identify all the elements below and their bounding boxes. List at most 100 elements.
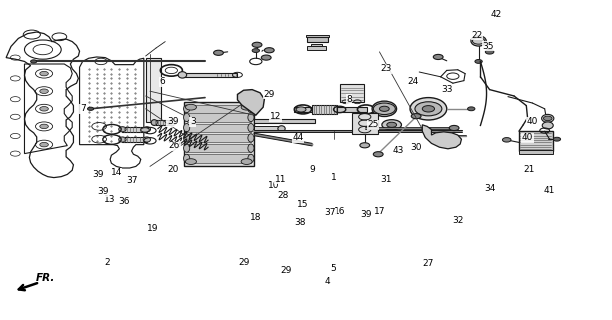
- Text: 29: 29: [238, 258, 249, 267]
- Ellipse shape: [170, 120, 176, 125]
- Circle shape: [141, 128, 149, 132]
- Text: 37: 37: [126, 176, 137, 185]
- Text: 44: 44: [293, 133, 304, 142]
- Bar: [187, 154, 251, 163]
- Text: 31: 31: [380, 175, 391, 184]
- Text: 2: 2: [104, 258, 110, 267]
- Ellipse shape: [471, 36, 486, 46]
- Ellipse shape: [151, 120, 157, 125]
- Ellipse shape: [248, 154, 254, 163]
- Text: 42: 42: [490, 10, 501, 19]
- Circle shape: [468, 107, 475, 111]
- Text: 8: 8: [346, 95, 352, 104]
- Circle shape: [40, 71, 48, 76]
- Ellipse shape: [542, 122, 553, 129]
- Ellipse shape: [119, 127, 126, 132]
- Text: 21: 21: [524, 165, 535, 174]
- Text: 39: 39: [97, 188, 108, 196]
- Ellipse shape: [248, 113, 254, 122]
- Text: 39: 39: [360, 210, 371, 219]
- Text: 32: 32: [452, 216, 463, 225]
- Ellipse shape: [248, 124, 254, 132]
- Circle shape: [433, 54, 443, 60]
- Text: 27: 27: [423, 260, 434, 268]
- Circle shape: [360, 143, 370, 148]
- Circle shape: [241, 159, 252, 164]
- Circle shape: [449, 125, 459, 131]
- Ellipse shape: [184, 124, 190, 132]
- Text: FR.: FR.: [35, 273, 55, 283]
- Circle shape: [185, 159, 196, 164]
- Text: 1: 1: [330, 173, 337, 182]
- Text: 22: 22: [472, 31, 483, 40]
- Ellipse shape: [372, 101, 397, 116]
- Bar: [154, 120, 173, 125]
- Bar: [122, 127, 147, 132]
- Text: 40: 40: [527, 117, 538, 126]
- Ellipse shape: [410, 98, 447, 120]
- Circle shape: [252, 42, 262, 47]
- Circle shape: [214, 50, 223, 55]
- Bar: [311, 44, 322, 46]
- Circle shape: [415, 102, 442, 116]
- Circle shape: [40, 107, 48, 111]
- Text: 16: 16: [334, 207, 345, 216]
- Circle shape: [31, 60, 37, 63]
- Circle shape: [422, 106, 435, 112]
- Circle shape: [296, 107, 306, 112]
- Circle shape: [252, 49, 259, 52]
- Text: 9: 9: [309, 165, 315, 174]
- Text: 24: 24: [408, 77, 419, 86]
- Text: 19: 19: [147, 224, 159, 233]
- Text: 39: 39: [167, 117, 178, 126]
- Text: 10: 10: [269, 181, 280, 190]
- Ellipse shape: [184, 105, 190, 113]
- Text: 5: 5: [330, 264, 337, 273]
- Ellipse shape: [542, 114, 554, 122]
- Circle shape: [373, 103, 395, 115]
- Ellipse shape: [119, 137, 126, 142]
- Bar: [307, 37, 328, 42]
- Text: 23: 23: [380, 64, 391, 73]
- Bar: [187, 105, 251, 113]
- Bar: [254, 119, 315, 123]
- Bar: [254, 126, 278, 130]
- Text: 20: 20: [167, 165, 178, 174]
- Text: 35: 35: [483, 42, 494, 51]
- Text: 41: 41: [544, 186, 555, 195]
- Text: 39: 39: [92, 170, 103, 179]
- Circle shape: [88, 107, 94, 110]
- Bar: [182, 73, 237, 77]
- Circle shape: [185, 104, 196, 110]
- Text: 18: 18: [250, 213, 261, 222]
- Circle shape: [264, 48, 274, 53]
- Bar: [187, 124, 251, 132]
- Circle shape: [379, 106, 389, 111]
- Ellipse shape: [248, 134, 254, 142]
- Bar: [187, 134, 251, 142]
- Circle shape: [475, 60, 482, 63]
- Text: 36: 36: [119, 197, 130, 206]
- Text: 33: 33: [441, 85, 452, 94]
- Text: 25: 25: [368, 120, 379, 129]
- Text: 43: 43: [392, 146, 403, 155]
- Ellipse shape: [184, 113, 190, 122]
- Circle shape: [502, 138, 511, 142]
- Bar: [519, 150, 553, 154]
- Circle shape: [411, 114, 421, 119]
- Text: 14: 14: [111, 168, 122, 177]
- Ellipse shape: [278, 126, 285, 132]
- Ellipse shape: [184, 144, 190, 152]
- Ellipse shape: [184, 134, 190, 142]
- Ellipse shape: [248, 144, 254, 152]
- Bar: [122, 137, 147, 142]
- Text: 40: 40: [522, 133, 533, 142]
- Bar: [294, 107, 367, 112]
- Text: 29: 29: [264, 90, 275, 99]
- Circle shape: [241, 104, 252, 110]
- Ellipse shape: [248, 105, 254, 113]
- Circle shape: [40, 124, 48, 129]
- Text: 26: 26: [169, 141, 180, 150]
- Polygon shape: [422, 125, 461, 149]
- Text: 34: 34: [484, 184, 495, 193]
